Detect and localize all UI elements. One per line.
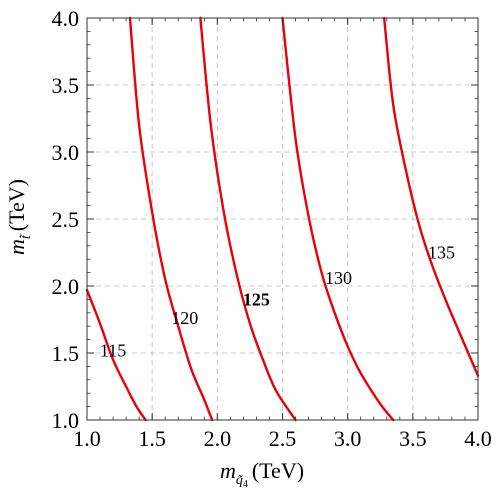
contour-line-135: [382, 16, 480, 377]
grid: [87, 18, 478, 420]
ticks: 1.0 1.5 2.0 2.5 3.0 3.5 4.0 1.0 1.5 2.0 2.5 3.0 3.5 4…: [52, 6, 492, 451]
contour-curves: [85, 16, 480, 422]
contour-line-120: [128, 16, 214, 422]
x-tick-label: 1.5: [138, 426, 166, 451]
contour-label-120: 120: [171, 308, 198, 328]
y-tick-label: 2.5: [52, 207, 80, 232]
x-tick-label: 1.0: [73, 426, 101, 451]
contour-line-115: [85, 288, 147, 422]
y-tick-label: 3.0: [52, 140, 80, 165]
contour-label-125: 125: [243, 289, 270, 309]
y-tick-label: 2.0: [52, 274, 80, 299]
contour-label-135: 135: [428, 243, 455, 263]
x-tick-label: 2.5: [269, 426, 297, 451]
y-axis-label: mt̃(TeV): [4, 179, 34, 255]
contour-line-125: [199, 16, 297, 422]
y-tick-label: 4.0: [52, 6, 80, 31]
y-tick-label: 3.5: [52, 73, 80, 98]
contour-labels: 115 120 125 130 135: [100, 243, 455, 361]
contour-label-130: 130: [325, 268, 352, 288]
x-axis-label: mq̃4(TeV): [220, 458, 304, 490]
x-tick-label: 2.0: [204, 426, 232, 451]
x-tick-label: 3.5: [399, 426, 427, 451]
y-tick-label: 1.0: [52, 408, 80, 433]
y-tick-label: 1.5: [52, 341, 80, 366]
x-tick-label: 3.0: [334, 426, 362, 451]
contour-label-115: 115: [100, 340, 126, 360]
x-tick-label: 4.0: [464, 426, 492, 451]
contour-line-130: [281, 16, 395, 422]
